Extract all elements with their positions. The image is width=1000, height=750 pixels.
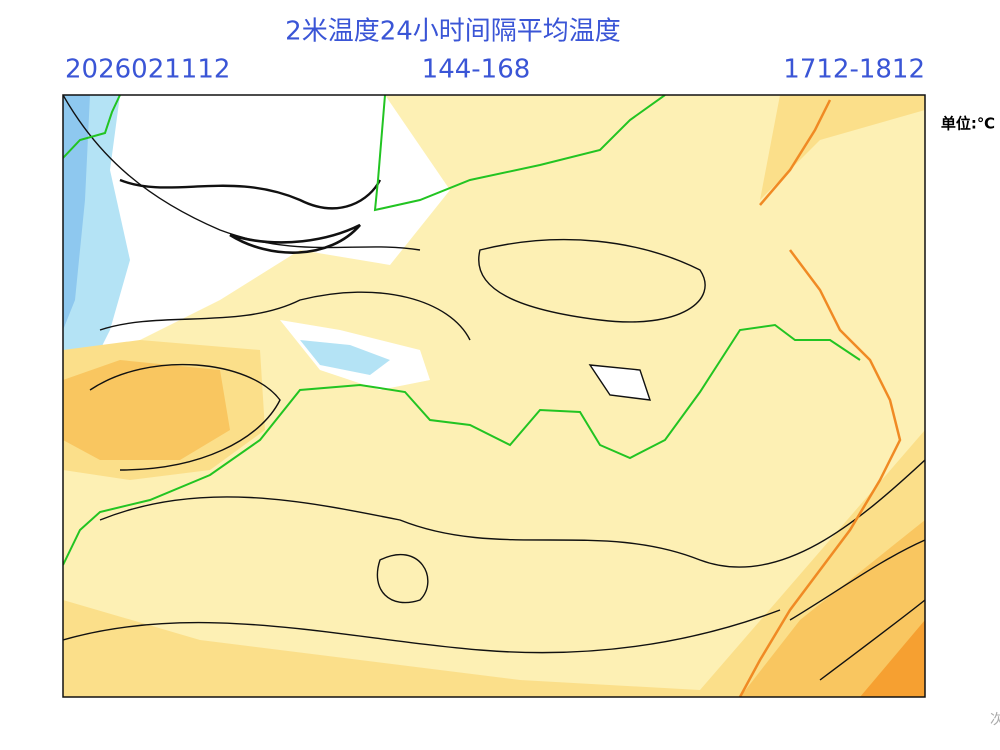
contour [63,95,421,251]
contour [119,178,382,210]
colorbar-label: 单位:℃ [941,115,995,133]
valid-range: 1712-1812 [783,55,925,85]
mild-field [760,95,925,200]
mild-core [63,360,230,460]
contour [99,459,925,568]
freezing-field [300,340,390,375]
cold-field [63,95,450,380]
cold-field [590,365,650,400]
border [63,323,861,566]
contour [478,238,706,323]
map [63,95,925,697]
watermark: 次 [990,712,1000,728]
title: 2米温度24小时间隔平均温度 [285,17,621,47]
border [63,95,121,159]
contour [229,223,361,254]
contour [819,599,925,681]
map-frame [62,94,926,698]
contours [63,95,925,681]
contour [588,364,652,401]
contour [789,539,925,621]
river-borders [63,95,861,566]
border [373,95,666,212]
contour [376,553,429,604]
coastline [738,99,902,697]
contour [63,609,781,654]
warm-core [860,620,925,697]
cold-core [63,95,90,330]
forecast-hours: 144-168 [422,55,531,85]
init-time: 2026021112 [65,55,230,85]
contour [89,363,281,471]
contour [99,291,471,341]
